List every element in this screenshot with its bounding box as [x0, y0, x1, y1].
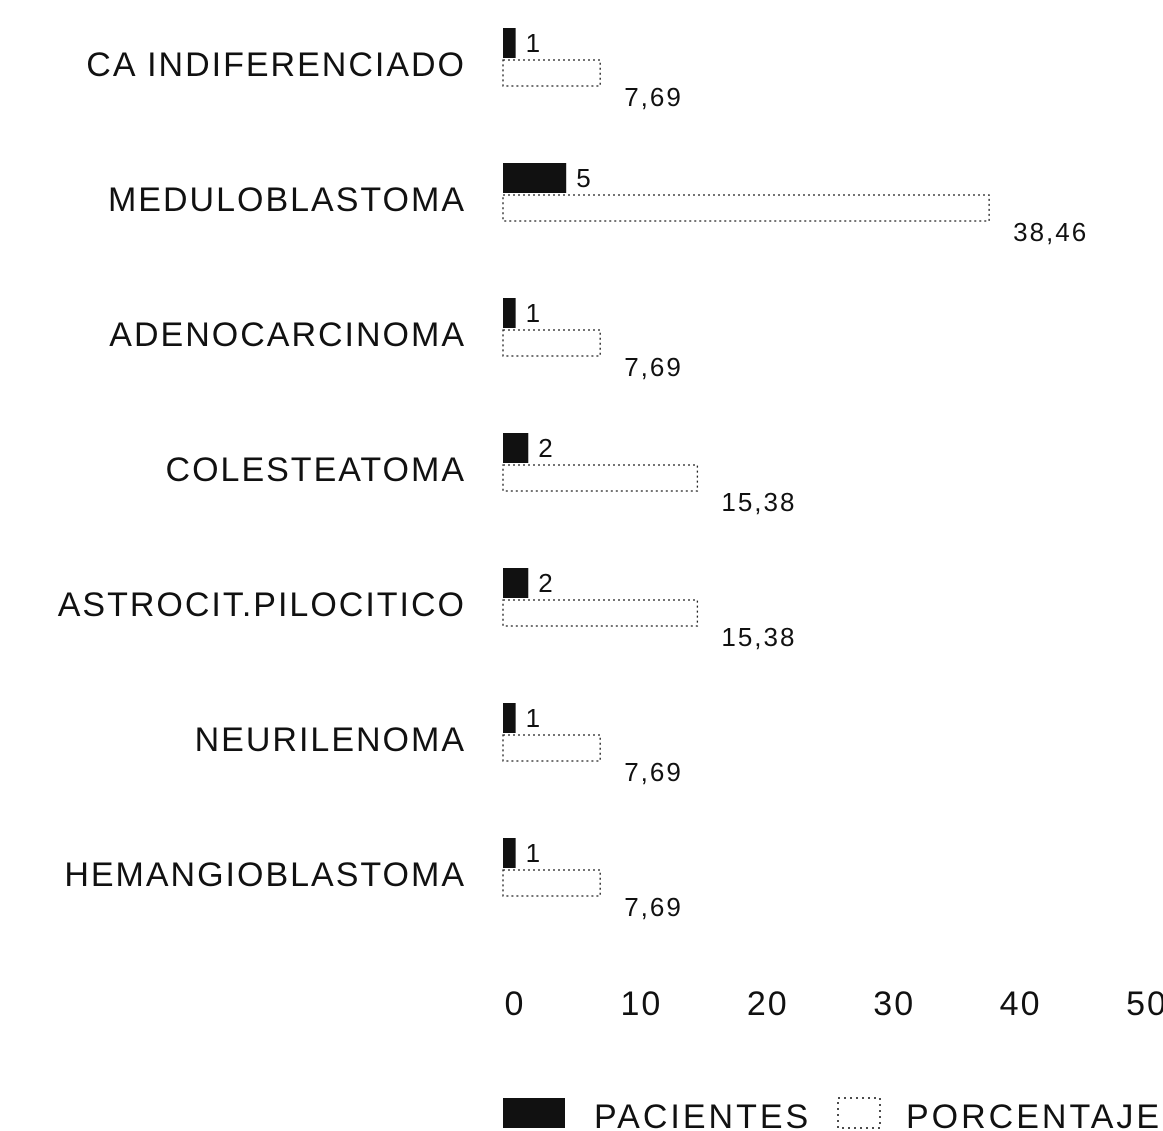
bar-pacientes-astrocit-pilocitico [503, 568, 529, 598]
value-label-pacientes-colesteatoma: 2 [538, 433, 554, 463]
category-label-astrocit-pilocitico: ASTROCIT.PILOCITICO [58, 586, 466, 624]
bar-porcentaje-colesteatoma [502, 464, 699, 492]
bar-pacientes-colesteatoma [503, 433, 529, 463]
value-label-pacientes-hemangioblastoma: 1 [526, 838, 542, 868]
value-label-porcentaje-hemangioblastoma: 7,69 [624, 892, 683, 922]
x-tick-label-20: 20 [747, 985, 789, 1023]
legend-label-porcentaje: PORCENTAJE [906, 1098, 1162, 1131]
bars [502, 28, 990, 897]
value-label-porcentaje-astrocit-pilocitico: 15,38 [721, 622, 796, 652]
value-label-porcentaje-adenocarcinoma: 7,69 [624, 352, 683, 382]
bar-porcentaje-neurilenoma [502, 734, 601, 762]
bar-pacientes-ca-indiferenciado [503, 28, 516, 58]
x-tick-label-0: 0 [505, 985, 526, 1023]
value-labels: 1 7,69 5 38,46 1 7,69 2 15,38 2 15,38 1 7,69 1 7,69 [526, 28, 1088, 922]
x-tick-label-30: 30 [873, 985, 915, 1023]
x-axis-ticks: 0 10 20 30 40 50 [505, 985, 1163, 1023]
x-tick-label-50: 50 [1126, 985, 1163, 1023]
bar-porcentaje-astrocit-pilocitico [502, 599, 699, 627]
value-label-porcentaje-neurilenoma: 7,69 [624, 757, 683, 787]
value-label-pacientes-meduloblastoma: 5 [576, 163, 592, 193]
category-label-meduloblastoma: MEDULOBLASTOMA [108, 181, 466, 219]
category-label-ca-indiferenciado: CA INDIFERENCIADO [86, 46, 466, 84]
legend: PACIENTES PORCENTAJE [503, 1097, 1162, 1131]
value-label-porcentaje-colesteatoma: 15,38 [721, 487, 796, 517]
x-tick-label-10: 10 [620, 985, 662, 1023]
bar-pacientes-meduloblastoma [503, 163, 567, 193]
legend-label-pacientes: PACIENTES [594, 1098, 811, 1131]
bar-porcentaje-meduloblastoma [502, 194, 990, 222]
value-label-pacientes-neurilenoma: 1 [526, 703, 542, 733]
value-label-pacientes-astrocit-pilocitico: 2 [538, 568, 554, 598]
bar-porcentaje-hemangioblastoma [502, 869, 601, 897]
bar-pacientes-hemangioblastoma [503, 838, 516, 868]
x-tick-label-40: 40 [1000, 985, 1042, 1023]
bar-pacientes-neurilenoma [503, 703, 516, 733]
bar-porcentaje-ca-indiferenciado [502, 59, 601, 87]
category-label-colesteatoma: COLESTEATOMA [166, 451, 466, 489]
value-label-porcentaje-meduloblastoma: 38,46 [1013, 217, 1088, 247]
value-label-pacientes-adenocarcinoma: 1 [526, 298, 542, 328]
bar-pacientes-adenocarcinoma [503, 298, 516, 328]
category-label-hemangioblastoma: HEMANGIOBLASTOMA [64, 856, 466, 894]
value-label-porcentaje-ca-indiferenciado: 7,69 [624, 82, 683, 112]
legend-swatch-porcentaje [837, 1097, 881, 1129]
category-label-adenocarcinoma: ADENOCARCINOMA [109, 316, 466, 354]
category-labels: CA INDIFERENCIADO MEDULOBLASTOMA ADENOCARC… [58, 46, 466, 894]
value-label-pacientes-ca-indiferenciado: 1 [526, 28, 542, 58]
category-label-neurilenoma: NEURILENOMA [195, 721, 466, 759]
bar-porcentaje-adenocarcinoma [502, 329, 601, 357]
legend-swatch-pacientes [503, 1098, 565, 1128]
